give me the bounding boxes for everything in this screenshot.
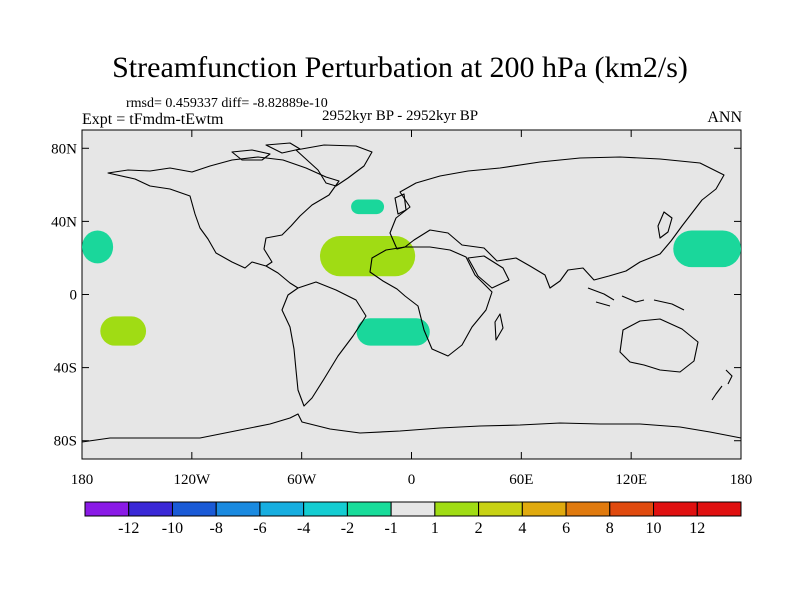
- colorbar-swatch: [346, 501, 392, 517]
- colorbar-swatch: [303, 501, 348, 517]
- colorbar-label: 1: [431, 520, 439, 537]
- coast-australia: [619, 318, 699, 373]
- colorbar-label: 2: [475, 520, 483, 537]
- colorbar-swatch: [653, 501, 698, 517]
- coast-africa: [369, 246, 493, 357]
- colorbar-swatch: [259, 501, 305, 517]
- coast-new-zealand: [711, 369, 733, 401]
- stats-line: rmsd= 0.459337 diff= -8.82889e-10: [126, 96, 328, 112]
- colorbar-swatch: [609, 501, 655, 517]
- lon-tick-label: 60W: [287, 472, 317, 488]
- anomaly-layer: [82, 199, 741, 346]
- experiment-label: Expt = tFmdm-tEwtm: [82, 111, 224, 128]
- page-title: Streamfunction Perturbation at 200 hPa (…: [112, 51, 688, 84]
- coast-madagascar: [494, 313, 504, 341]
- colorbar-swatch: [390, 501, 436, 517]
- colorbar-swatch: [128, 501, 173, 517]
- colorbar-swatch: [434, 501, 480, 517]
- lat-tick-label: 80N: [51, 141, 77, 157]
- coast-central-america: [265, 265, 299, 289]
- coast-japan: [657, 211, 673, 239]
- lon-tick-label: 180: [71, 472, 94, 488]
- colorbar-label: -10: [162, 520, 183, 537]
- lat-tick-label: 40N: [51, 214, 77, 230]
- coast-arctic-islands: [231, 142, 301, 161]
- colorbar-label: -1: [384, 520, 397, 537]
- lon-tick-label: 60E: [509, 472, 533, 488]
- colorbar-label: -2: [341, 520, 354, 537]
- colorbar-label: 12: [689, 520, 705, 537]
- anomaly-north-pacific-east: [82, 230, 114, 264]
- map-panel: [81, 129, 742, 460]
- colorbar-label: -4: [297, 520, 310, 537]
- coast-indonesia: [587, 287, 685, 311]
- coast-north-america: [107, 156, 340, 269]
- coast-british-isles: [394, 193, 407, 215]
- colorbar-label: -6: [253, 520, 266, 537]
- colorbar-label: 10: [646, 520, 662, 537]
- colorbar-swatch: [696, 501, 742, 517]
- lon-tick-label: 120W: [173, 472, 211, 488]
- anomaly-north-atlantic: [351, 199, 385, 215]
- colorbar-swatch: [478, 501, 523, 517]
- period-label: 2952kyr BP - 2952kyr BP: [322, 108, 479, 124]
- colorbar-swatch: [171, 501, 217, 517]
- anomaly-north-pacific-west: [673, 230, 741, 268]
- colorbar-label: 8: [606, 520, 614, 537]
- coast-south-america: [281, 281, 367, 407]
- colorbar-swatch: [215, 501, 261, 517]
- colorbar-label: -12: [118, 520, 139, 537]
- anomaly-tropical-atlantic: [319, 236, 416, 277]
- rmsd-value: rmsd= 0.459337: [126, 96, 218, 111]
- axis-tick-labels: 80N 40N 0 40S 80S 180 120W 60W 0 60E 120E 180: [51, 141, 752, 488]
- season-label: ANN: [707, 109, 742, 126]
- diff-value: diff= -8.82889e-10: [221, 96, 328, 111]
- colorbar-label: 4: [518, 520, 526, 537]
- lat-tick-label: 80S: [54, 434, 77, 450]
- colorbar-label: -8: [210, 520, 223, 537]
- lon-tick-label: 120E: [615, 472, 647, 488]
- coast-greenland: [295, 144, 373, 187]
- anomaly-south-atlantic: [356, 318, 430, 346]
- axis-ticks: [81, 130, 742, 459]
- colorbar-swatch: [565, 501, 611, 517]
- coastlines: [81, 142, 742, 443]
- coast-antarctica: [81, 413, 742, 443]
- lat-tick-label: 40S: [54, 361, 77, 377]
- colorbar: -12 -10 -8 -6 -4 -2 -1 1 2 4 6 8 10 12: [84, 501, 742, 537]
- coast-arabia: [467, 255, 510, 289]
- lon-tick-label: 180: [730, 472, 753, 488]
- colorbar-swatch: [84, 501, 130, 517]
- lon-tick-label: 0: [408, 472, 416, 488]
- colorbar-label: 6: [562, 520, 570, 537]
- colorbar-swatch: [521, 501, 567, 517]
- lat-tick-label: 0: [70, 288, 78, 304]
- anomaly-south-pacific: [100, 316, 147, 346]
- coast-eurasia: [389, 156, 725, 289]
